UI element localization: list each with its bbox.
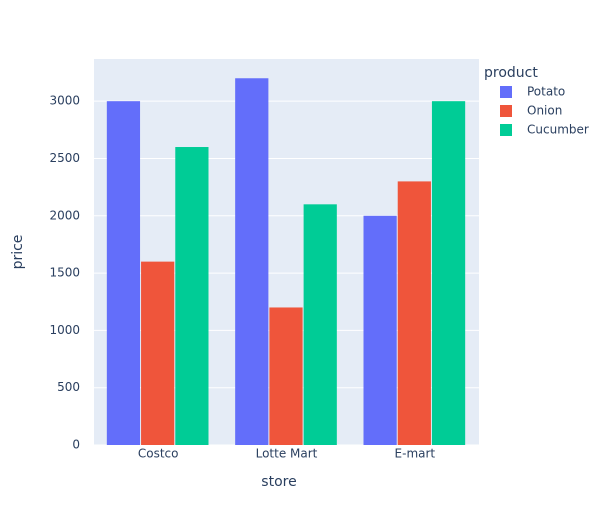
y-tick-label: 500 xyxy=(57,380,80,394)
bar xyxy=(106,101,141,445)
bar xyxy=(363,215,397,445)
legend-swatch xyxy=(500,86,512,98)
x-axis-title: store xyxy=(261,474,296,490)
x-tick-label: Lotte Mart xyxy=(256,447,318,461)
y-tick-label: 2000 xyxy=(49,208,80,222)
y-axis-title: price xyxy=(10,235,26,270)
bar xyxy=(175,147,209,446)
bar xyxy=(269,307,303,445)
legend-swatch xyxy=(500,105,512,117)
x-tick-label: E-mart xyxy=(395,447,436,461)
bar xyxy=(141,261,175,445)
legend-label: Potato xyxy=(527,85,565,99)
bars xyxy=(106,78,466,446)
bar xyxy=(303,204,337,445)
y-tick-label: 1000 xyxy=(49,323,80,337)
legend-label: Onion xyxy=(527,104,562,118)
legend-label: Cucumber xyxy=(527,123,589,137)
y-tick-label: 0 xyxy=(72,438,80,452)
legend-swatch xyxy=(500,124,512,136)
y-tick-label: 2500 xyxy=(49,151,80,165)
y-tick-label: 1500 xyxy=(49,266,80,280)
legend-title: product xyxy=(484,65,538,81)
bar xyxy=(431,101,466,445)
y-tick-label: 3000 xyxy=(49,94,80,108)
bar xyxy=(397,181,431,445)
x-tick-label: Costco xyxy=(138,447,179,461)
bar xyxy=(235,78,269,446)
